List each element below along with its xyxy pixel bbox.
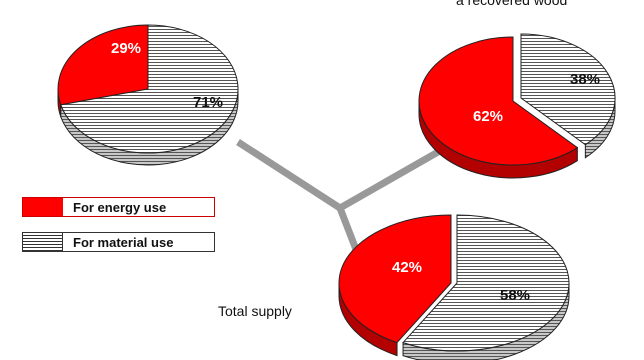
legend-energy: For energy use bbox=[22, 197, 215, 217]
material-slice bbox=[520, 33, 616, 146]
pie-wood-products: 29% 71% bbox=[57, 24, 239, 166]
legend-material-label: For material use bbox=[73, 234, 174, 250]
connector-down bbox=[336, 206, 361, 254]
pies: 29% 71% 62% 38% 42% 58% bbox=[57, 24, 616, 360]
legend-material: For material use bbox=[22, 232, 215, 252]
connector-left bbox=[236, 139, 342, 211]
material-percent-label: 71% bbox=[193, 94, 223, 111]
legend-material-swatch bbox=[23, 233, 63, 251]
material-percent-label: 58% bbox=[500, 287, 530, 304]
material-slice bbox=[60, 24, 239, 154]
material-percent-label: 38% bbox=[570, 71, 600, 88]
energy-percent-label: 29% bbox=[111, 40, 141, 57]
label-total-supply: Total supply bbox=[218, 303, 292, 319]
energy-percent-label: 62% bbox=[473, 108, 503, 125]
material-slice bbox=[402, 214, 570, 352]
legend-energy-label: For energy use bbox=[73, 199, 167, 215]
energy-slice bbox=[57, 24, 149, 106]
legend-energy-swatch bbox=[23, 198, 63, 216]
pie-recovered-wood: 62% 38% bbox=[418, 33, 616, 179]
connector-lines bbox=[236, 139, 447, 254]
energy-slice bbox=[418, 36, 579, 166]
energy-percent-label: 42% bbox=[392, 259, 422, 276]
connector-right bbox=[338, 144, 447, 212]
pie-total-supply: 42% 58% bbox=[338, 214, 570, 360]
energy-slice bbox=[338, 214, 452, 344]
label-recovered-wood: a recovered wood bbox=[456, 0, 567, 8]
